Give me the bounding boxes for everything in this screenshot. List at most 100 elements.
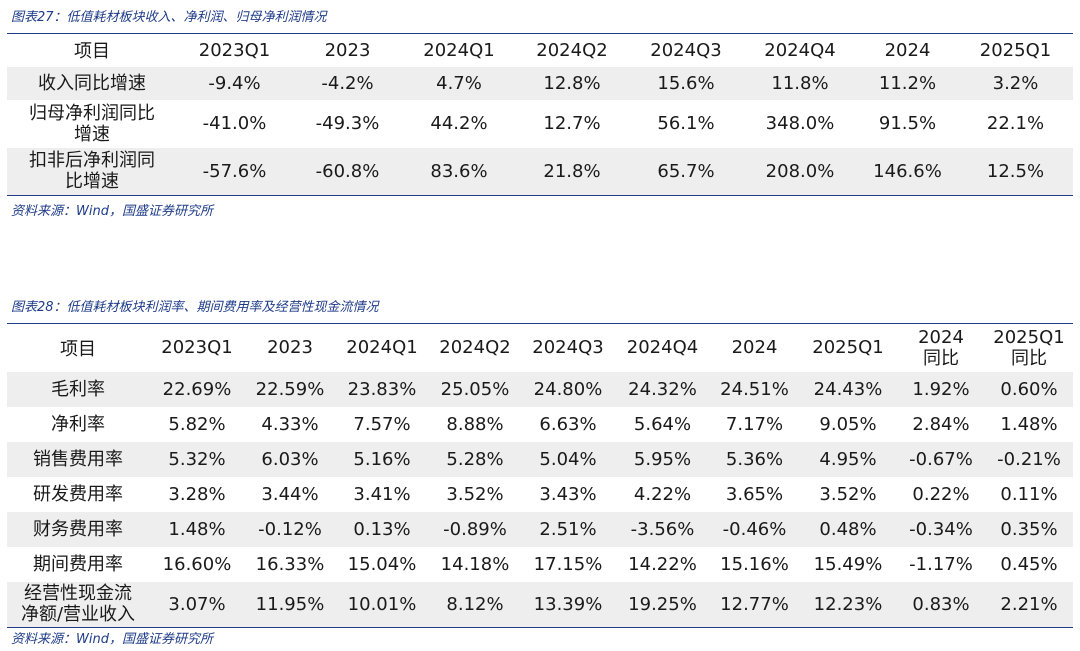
- table-row: 收入同比增速 -9.4% -4.2% 4.7% 12.8% 15.6% 11.8…: [7, 66, 1073, 100]
- cell: -0.46%: [722, 518, 787, 540]
- header-cell: 项目: [74, 41, 110, 63]
- cell: 24.80%: [533, 378, 603, 400]
- cell: -0.34%: [909, 518, 973, 540]
- header-cell: 2023Q1: [161, 337, 233, 359]
- cell: 3.41%: [353, 483, 411, 505]
- cell: 65.7%: [657, 160, 715, 182]
- cell: 91.5%: [878, 113, 937, 134]
- cell: 2.21%: [1000, 593, 1058, 615]
- cell: 22.59%: [255, 378, 325, 400]
- header-cell-2025q1-yoy: 2025Q1 同比: [985, 324, 1073, 372]
- table28-caption: 图表28：低值耗材板块利润率、期间费用率及经营性现金流情况: [11, 300, 379, 315]
- cell: -0.21%: [997, 448, 1061, 470]
- cell: 7.57%: [353, 413, 411, 435]
- cell: 5.32%: [168, 448, 226, 470]
- cell: 24.51%: [720, 378, 789, 400]
- cell: 5.28%: [446, 448, 504, 470]
- cell: 348.0%: [765, 113, 835, 134]
- row-label: 扣非后净利润同比增速: [29, 150, 155, 193]
- cell: 12.23%: [813, 593, 883, 615]
- cell: 22.69%: [162, 378, 232, 400]
- cell: -0.12%: [258, 518, 322, 540]
- row-label-line: 经营性现金流: [24, 583, 132, 605]
- row-label: 经营性现金流 净额/营业收入: [7, 582, 149, 628]
- table28-header-row: 项目 2023Q1 2023 2024Q1 2024Q2 2024Q3 2024…: [7, 324, 1073, 372]
- cell: 24.32%: [628, 378, 697, 400]
- header-line: 2025Q1: [993, 326, 1065, 348]
- header-cell: 2024Q1: [423, 39, 495, 61]
- cell: 5.95%: [633, 448, 692, 470]
- header-cell: 2024Q3: [532, 337, 604, 359]
- cell: 6.63%: [539, 413, 597, 435]
- cell: 10.01%: [347, 593, 417, 615]
- cell: 11.8%: [771, 72, 829, 94]
- cell: 3.52%: [819, 483, 877, 505]
- cell: 24.43%: [813, 378, 883, 400]
- cell: 3.44%: [261, 483, 319, 505]
- table27: 项目 2023Q1 2023 2024Q1 2024Q2 2024Q3 2024…: [7, 33, 1073, 196]
- cell: 3.43%: [539, 483, 597, 505]
- table-row: 经营性现金流 净额/营业收入 3.07% 11.95% 10.01% 8.12% 13.39…: [7, 581, 1073, 628]
- table28: 项目 2023Q1 2023 2024Q1 2024Q2 2024Q3 2024…: [7, 323, 1073, 628]
- cell: 12.5%: [986, 160, 1045, 182]
- cell: 19.25%: [628, 593, 697, 615]
- cell: 14.18%: [440, 553, 510, 575]
- table27-header-row: 项目 2023Q1 2023 2024Q1 2024Q2 2024Q3 2024…: [7, 34, 1073, 67]
- header-line: 同比: [923, 347, 959, 369]
- cell: 11.95%: [255, 593, 325, 615]
- table-row: 研发费用率 3.28% 3.44% 3.41% 3.52% 3.43% 4.22% 3.65%…: [7, 477, 1073, 512]
- cell: 3.2%: [992, 72, 1039, 94]
- cell: 21.8%: [543, 160, 601, 182]
- cell: 16.60%: [162, 553, 232, 575]
- cell: 83.6%: [430, 160, 488, 182]
- cell: 4.7%: [436, 72, 482, 94]
- cell: -0.67%: [909, 448, 973, 470]
- cell: 8.88%: [446, 413, 504, 435]
- header-cell: 2024Q4: [764, 39, 836, 61]
- cell: 1.48%: [168, 518, 226, 540]
- cell: 16.33%: [255, 553, 325, 575]
- cell: 7.17%: [725, 413, 784, 435]
- cell: 12.8%: [543, 72, 601, 94]
- cell: 1.92%: [912, 378, 970, 400]
- table-row: 期间费用率 16.60% 16.33% 15.04% 14.18% 17.15% 14.22…: [7, 547, 1073, 582]
- cell: 146.6%: [873, 160, 942, 182]
- header-cell: 项目: [60, 338, 96, 360]
- cell: 56.1%: [657, 113, 715, 134]
- cell: 8.12%: [446, 593, 504, 615]
- cell: 12.7%: [543, 113, 601, 134]
- cell: 5.82%: [168, 413, 226, 435]
- cell: 3.52%: [446, 483, 504, 505]
- cell: 15.6%: [657, 72, 715, 94]
- cell: 3.65%: [725, 483, 784, 505]
- table-row: 销售费用率 5.32% 6.03% 5.16% 5.28% 5.04% 5.95% 5.36%…: [7, 441, 1073, 477]
- row-label: 归母净利润同比增速: [29, 102, 155, 145]
- cell: -3.56%: [630, 518, 695, 540]
- cell: -9.4%: [208, 72, 261, 94]
- cell: -0.89%: [443, 518, 507, 540]
- cell: 17.15%: [533, 553, 603, 575]
- cell: 0.22%: [912, 483, 970, 505]
- table-row: 归母净利润同比增速 -41.0% -49.3% 44.2% 12.7% 56.1…: [7, 100, 1073, 148]
- header-cell: 2025Q1: [812, 337, 884, 359]
- cell: 2.84%: [912, 413, 970, 435]
- row-label: 期间费用率: [33, 553, 123, 575]
- cell: 14.22%: [628, 553, 697, 575]
- cell: 12.77%: [720, 593, 789, 615]
- cell: 4.33%: [261, 413, 319, 435]
- header-line: 同比: [1011, 347, 1047, 369]
- cell: -49.3%: [315, 113, 380, 134]
- row-label: 销售费用率: [33, 448, 123, 470]
- row-label: 财务费用率: [33, 518, 123, 540]
- table28-source: 资料来源：Wind，国盛证券研究所: [11, 632, 213, 647]
- table-row: 扣非后净利润同比增速 -57.6% -60.8% 83.6% 21.8% 65.…: [7, 147, 1073, 196]
- cell: 3.07%: [168, 593, 226, 615]
- cell: 22.1%: [986, 113, 1045, 134]
- cell: 0.13%: [353, 518, 411, 540]
- cell: 23.83%: [347, 378, 417, 400]
- cell: 208.0%: [765, 160, 835, 182]
- cell: 9.05%: [819, 413, 877, 435]
- cell: 5.36%: [725, 448, 784, 470]
- cell: 0.11%: [1000, 483, 1058, 505]
- table-row: 财务费用率 1.48% -0.12% 0.13% -0.89% 2.51% -3.56% -0…: [7, 511, 1073, 547]
